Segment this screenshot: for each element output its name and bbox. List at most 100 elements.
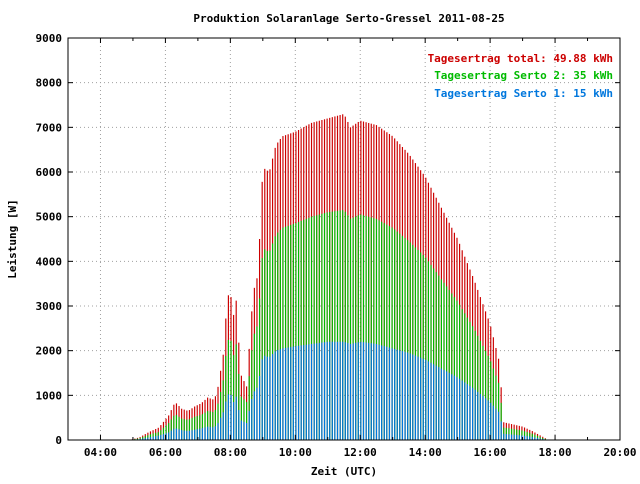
bar-serto1	[334, 342, 335, 440]
bar-serto1	[277, 350, 278, 440]
bar-serto1	[256, 388, 257, 440]
bar-serto1	[243, 422, 244, 440]
bar-serto1	[495, 409, 496, 440]
bar-serto1	[267, 357, 268, 440]
y-axis-label: Leistung [W]	[6, 199, 19, 278]
bar-serto1	[472, 388, 473, 440]
bar-serto1	[288, 347, 289, 440]
bar-serto1	[420, 358, 421, 440]
bar-serto1	[249, 411, 250, 440]
bar-serto1	[493, 406, 494, 440]
bar-serto1	[423, 359, 424, 440]
bar-serto1	[477, 392, 478, 440]
bar-serto1	[425, 360, 426, 440]
bar-serto1	[412, 355, 413, 440]
x-tick-label: 08:00	[214, 446, 247, 459]
bar-serto1	[230, 395, 231, 440]
bar-serto1	[152, 437, 153, 440]
bar-serto1	[428, 361, 429, 440]
bar-serto1	[316, 343, 317, 440]
bar-serto1	[251, 399, 252, 440]
bar-serto1	[506, 434, 507, 440]
bar-serto1	[259, 376, 260, 440]
bar-serto1	[449, 373, 450, 440]
bar-serto1	[340, 342, 341, 440]
x-tick-label: 06:00	[149, 446, 182, 459]
y-tick-label: 0	[55, 434, 62, 447]
bar-serto1	[189, 431, 190, 440]
bar-serto1	[347, 343, 348, 440]
bar-serto1	[446, 371, 447, 440]
bar-serto1	[155, 436, 156, 440]
bar-serto1	[295, 346, 296, 440]
x-tick-label: 14:00	[409, 446, 442, 459]
bar-serto1	[298, 346, 299, 440]
x-tick-label: 12:00	[344, 446, 377, 459]
bar-serto1	[254, 391, 255, 440]
y-tick-label: 2000	[36, 345, 63, 358]
bar-serto1	[353, 343, 354, 440]
bar-serto1	[373, 344, 374, 440]
bar-serto1	[368, 343, 369, 440]
bar-serto1	[321, 343, 322, 440]
x-tick-label: 10:00	[279, 446, 312, 459]
bar-serto1	[233, 402, 234, 440]
bar-serto1	[516, 435, 517, 440]
bar-serto1	[223, 412, 224, 440]
bar-serto1	[181, 430, 182, 440]
bar-serto1	[178, 429, 179, 440]
x-tick-label: 20:00	[603, 446, 636, 459]
bar-serto1	[397, 350, 398, 440]
bar-serto1	[394, 349, 395, 440]
bar-serto1	[337, 342, 338, 440]
bar-serto1	[168, 432, 169, 440]
legend-entry-serto1: Tagesertrag Serto 1: 15 kWh	[434, 87, 613, 100]
bar-serto1	[293, 347, 294, 440]
y-tick-label: 6000	[36, 166, 63, 179]
bar-serto1	[269, 357, 270, 440]
bars	[132, 114, 549, 440]
bar-serto1	[511, 435, 512, 440]
bar-serto1	[488, 400, 489, 440]
bar-serto1	[469, 386, 470, 440]
bar-serto1	[371, 343, 372, 440]
bar-serto1	[264, 356, 265, 440]
x-tick-label: 16:00	[474, 446, 507, 459]
bar-serto1	[311, 344, 312, 440]
bar-serto1	[430, 363, 431, 440]
bar-serto1	[225, 402, 226, 440]
bar-serto1	[503, 434, 504, 440]
bar-serto1	[324, 342, 325, 440]
bar-serto1	[314, 344, 315, 440]
bar-serto1	[415, 356, 416, 440]
bar-serto1	[508, 434, 509, 440]
bar-serto1	[290, 347, 291, 440]
y-tick-label: 3000	[36, 300, 63, 313]
bar-serto1	[384, 346, 385, 440]
bar-serto1	[301, 345, 302, 440]
bar-serto1	[207, 427, 208, 440]
bar-serto1	[514, 435, 515, 440]
legend-entry-total: Tagesertrag total: 49.88 kWh	[428, 52, 613, 65]
bar-serto1	[363, 342, 364, 440]
bar-serto1	[527, 436, 528, 440]
y-tick-label: 1000	[36, 389, 63, 402]
bar-serto1	[217, 423, 218, 440]
bar-serto1	[498, 412, 499, 440]
bar-serto1	[433, 364, 434, 440]
y-tick-label: 9000	[36, 32, 63, 45]
bar-serto1	[389, 348, 390, 440]
bar-serto1	[350, 344, 351, 440]
bar-serto1	[327, 342, 328, 440]
chart-title: Produktion Solaranlage Serto-Gressel 201…	[193, 12, 504, 25]
bar-serto1	[272, 354, 273, 440]
bar-serto1	[275, 351, 276, 440]
bar-serto1	[358, 342, 359, 440]
x-axis-label: Zeit (UTC)	[311, 465, 377, 478]
bar-serto1	[303, 345, 304, 440]
bar-serto1	[282, 348, 283, 440]
bar-serto1	[441, 369, 442, 440]
bar-serto1	[332, 342, 333, 440]
bar-serto1	[204, 427, 205, 440]
